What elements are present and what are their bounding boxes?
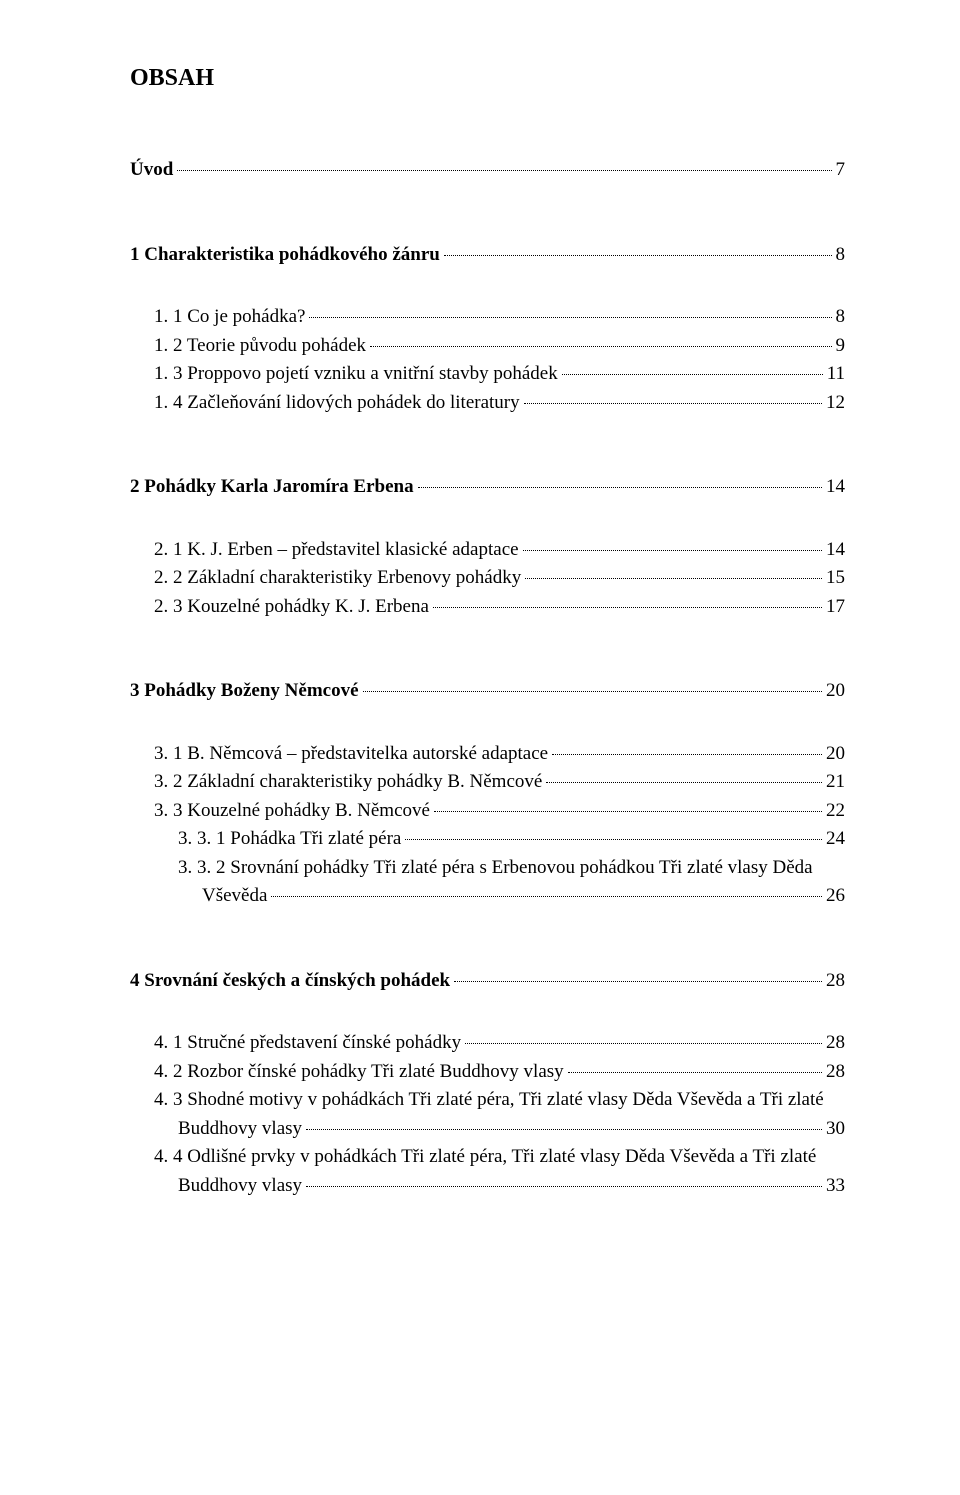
toc-entry-s3-2: 3. 2 Základní charakteristiky pohádky B.… [154, 768, 845, 797]
toc-leader [306, 1129, 822, 1130]
toc-label: Buddhovy vlasy [178, 1172, 302, 1201]
toc-page: 28 [826, 967, 845, 996]
toc-label: 3. 3. 2 Srovnání pohádky Tři zlaté péra … [178, 854, 813, 883]
toc-entry-s3-1: 3. 1 B. Němcová – představitelka autorsk… [154, 740, 845, 769]
toc-label: 3. 3 Kouzelné pohádky B. Němcové [154, 797, 430, 826]
toc-leader [363, 691, 822, 692]
toc-entry-s1: 1 Charakteristika pohádkového žánru 8 [130, 241, 845, 270]
toc-entry-s1-3: 1. 3 Proppovo pojetí vzniku a vnitřní st… [154, 360, 845, 389]
toc-page: 28 [826, 1029, 845, 1058]
toc-label: 2. 3 Kouzelné pohádky K. J. Erbena [154, 593, 429, 622]
toc-label: Úvod [130, 156, 173, 185]
toc-page: 17 [826, 593, 845, 622]
toc-label: 1. 2 Teorie původu pohádek [154, 332, 366, 361]
toc-page: 24 [826, 825, 845, 854]
toc-page: 28 [826, 1058, 845, 1087]
toc-leader [525, 578, 822, 579]
toc-leader [306, 1186, 822, 1187]
toc-leader [177, 170, 831, 171]
toc-leader [568, 1072, 822, 1073]
toc-page: 14 [826, 473, 845, 502]
toc-label: 3. 2 Základní charakteristiky pohádky B.… [154, 768, 542, 797]
toc-label: 2 Pohádky Karla Jaromíra Erbena [130, 473, 414, 502]
toc-label: 4 Srovnání českých a čínských pohádek [130, 967, 450, 996]
toc-entry-s2: 2 Pohádky Karla Jaromíra Erbena 14 [130, 473, 845, 502]
toc-label: 1. 4 Začleňování lidových pohádek do lit… [154, 389, 520, 418]
page: OBSAH Úvod 7 1 Charakteristika pohádkové… [0, 0, 960, 1495]
toc-page: 7 [836, 156, 846, 185]
toc-page: 8 [836, 303, 846, 332]
toc-page: 8 [836, 241, 846, 270]
toc-leader [434, 811, 822, 812]
toc-group-s2: 2. 1 K. J. Erben – představitel klasické… [130, 536, 845, 622]
toc-label: 3. 1 B. Němcová – představitelka autorsk… [154, 740, 548, 769]
toc-entry-s2-1: 2. 1 K. J. Erben – představitel klasické… [154, 536, 845, 565]
toc-leader [433, 607, 822, 608]
toc-leader [524, 403, 822, 404]
toc-entry-s4: 4 Srovnání českých a čínských pohádek 28 [130, 967, 845, 996]
toc-entry-s3-3-1: 3. 3. 1 Pohádka Tři zlaté péra 24 [154, 825, 845, 854]
toc-entry-s4-4: 4. 4 Odlišné prvky v pohádkách Tři zlaté… [154, 1143, 845, 1200]
toc-page: 21 [826, 768, 845, 797]
toc-label: 2. 1 K. J. Erben – představitel klasické… [154, 536, 519, 565]
toc-page: 30 [826, 1115, 845, 1144]
toc-entry-s4-1: 4. 1 Stručné představení čínské pohádky … [154, 1029, 845, 1058]
toc-page: 9 [836, 332, 846, 361]
toc-page: 20 [826, 677, 845, 706]
toc-leader [552, 754, 822, 755]
toc-entry-s4-3: 4. 3 Shodné motivy v pohádkách Tři zlaté… [154, 1086, 845, 1143]
toc-page: 26 [826, 882, 845, 911]
toc-label: 4. 1 Stručné představení čínské pohádky [154, 1029, 461, 1058]
toc-page: 15 [826, 564, 845, 593]
toc-leader [418, 487, 822, 488]
toc-group-s3: 3. 1 B. Němcová – představitelka autorsk… [130, 740, 845, 911]
toc-label: 3. 3. 1 Pohádka Tři zlaté péra [178, 825, 401, 854]
toc-page: 33 [826, 1172, 845, 1201]
toc-entry-s3-3-2: 3. 3. 2 Srovnání pohádky Tři zlaté péra … [154, 854, 845, 911]
toc-label: 4. 4 Odlišné prvky v pohádkách Tři zlaté… [154, 1143, 816, 1172]
toc-entry-s4-2: 4. 2 Rozbor čínské pohádky Tři zlaté Bud… [154, 1058, 845, 1087]
toc-entry-s1-1: 1. 1 Co je pohádka? 8 [154, 303, 845, 332]
toc-leader [562, 374, 823, 375]
toc-leader [405, 839, 822, 840]
toc-leader [370, 346, 831, 347]
toc-leader [454, 981, 822, 982]
toc-page: 12 [826, 389, 845, 418]
toc-label: Buddhovy vlasy [178, 1115, 302, 1144]
toc-leader [309, 317, 831, 318]
toc-group-s4: 4. 1 Stručné představení čínské pohádky … [130, 1029, 845, 1200]
toc-entry-s3-3: 3. 3 Kouzelné pohádky B. Němcové 22 [154, 797, 845, 826]
toc-label: 4. 2 Rozbor čínské pohádky Tři zlaté Bud… [154, 1058, 564, 1087]
toc-entry-s3: 3 Pohádky Boženy Němcové 20 [130, 677, 845, 706]
toc-title: OBSAH [130, 60, 845, 96]
toc-page: 22 [826, 797, 845, 826]
toc-leader [271, 896, 822, 897]
toc-entry-s1-4: 1. 4 Začleňování lidových pohádek do lit… [154, 389, 845, 418]
toc-leader [444, 255, 832, 256]
toc-label: 1 Charakteristika pohádkového žánru [130, 241, 440, 270]
toc-entry-s2-3: 2. 3 Kouzelné pohádky K. J. Erbena 17 [154, 593, 845, 622]
toc-group-s1: 1. 1 Co je pohádka? 8 1. 2 Teorie původu… [130, 303, 845, 417]
toc-page: 14 [826, 536, 845, 565]
toc-entry-s1-2: 1. 2 Teorie původu pohádek 9 [154, 332, 845, 361]
toc-entry-uvod: Úvod 7 [130, 156, 845, 185]
toc-leader [546, 782, 822, 783]
toc-label: 3 Pohádky Boženy Němcové [130, 677, 359, 706]
toc-label: Vševěda [202, 882, 267, 911]
toc-label: 1. 1 Co je pohádka? [154, 303, 305, 332]
toc-label: 4. 3 Shodné motivy v pohádkách Tři zlaté… [154, 1086, 824, 1115]
toc-label: 2. 2 Základní charakteristiky Erbenovy p… [154, 564, 521, 593]
toc-leader [465, 1043, 822, 1044]
toc-entry-s2-2: 2. 2 Základní charakteristiky Erbenovy p… [154, 564, 845, 593]
toc-label: 1. 3 Proppovo pojetí vzniku a vnitřní st… [154, 360, 558, 389]
toc-page: 11 [827, 360, 845, 389]
toc-page: 20 [826, 740, 845, 769]
toc-leader [523, 550, 822, 551]
